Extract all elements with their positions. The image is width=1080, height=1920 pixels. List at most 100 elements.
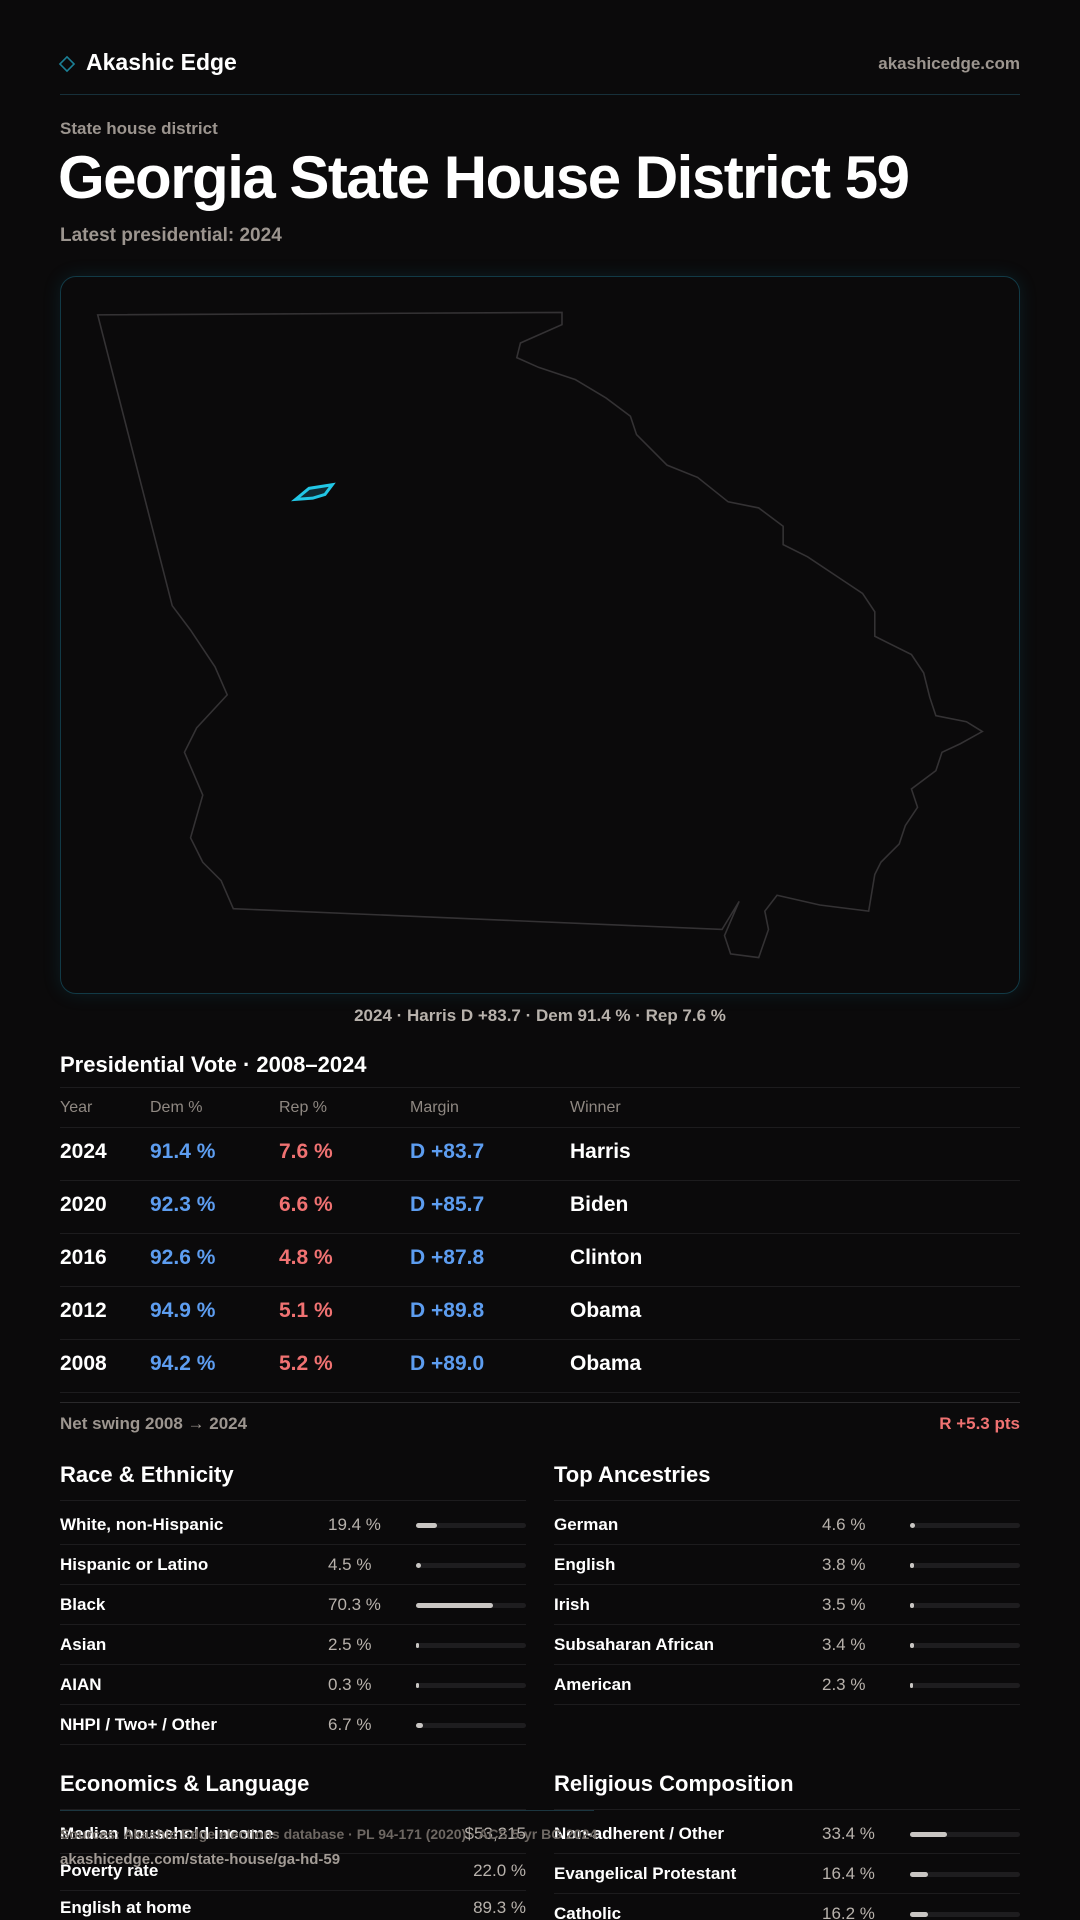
column-header: Dem % — [150, 1099, 203, 1116]
table-cell: 2020 — [60, 1193, 107, 1216]
brand[interactable]: Akashic Edge — [86, 49, 237, 75]
table-cell: D +83.7 — [410, 1140, 485, 1163]
site-link[interactable]: akashicedge.com — [878, 54, 1020, 73]
divider — [60, 1744, 526, 1745]
row-label: Black — [60, 1595, 106, 1614]
brand-icon — [58, 55, 76, 73]
state-outline — [96, 311, 984, 959]
page-title: Georgia State House District 59 — [58, 144, 910, 211]
row-label: Median household income — [60, 1824, 274, 1843]
divider — [554, 1664, 1020, 1665]
table-cell: D +85.7 — [410, 1193, 485, 1216]
divider — [60, 1339, 1020, 1340]
row-value: 4.5 % — [328, 1555, 372, 1574]
table-cell: D +89.8 — [410, 1299, 485, 1322]
divider — [60, 1087, 1020, 1088]
header-rule — [60, 94, 1020, 95]
table-cell: 91.4 % — [150, 1140, 216, 1163]
bar-track — [416, 1563, 526, 1568]
row-value: 33.4 % — [822, 1824, 875, 1843]
row-value: 22.0 % — [473, 1861, 526, 1880]
map-frame — [60, 276, 1020, 994]
bar — [910, 1683, 913, 1688]
swing-value: R +5.3 pts — [939, 1414, 1020, 1433]
column-header: Year — [60, 1099, 93, 1116]
divider — [554, 1893, 1020, 1894]
table-cell: Clinton — [570, 1246, 643, 1269]
table-cell: 2008 — [60, 1352, 107, 1375]
bar-track — [910, 1603, 1020, 1608]
table-cell: 2012 — [60, 1299, 107, 1322]
row-value: 3.5 % — [822, 1595, 866, 1614]
row-label: American — [554, 1675, 632, 1694]
section-title: Top Ancestries — [554, 1462, 711, 1487]
row-label: Catholic — [554, 1904, 622, 1920]
divider — [60, 1704, 526, 1705]
table-cell: Obama — [570, 1299, 642, 1322]
bar — [416, 1603, 494, 1608]
divider — [60, 1233, 1020, 1234]
bar-track — [416, 1603, 526, 1608]
table-cell: 92.6 % — [150, 1246, 216, 1269]
table-cell: 2016 — [60, 1246, 107, 1269]
kicker: State house district — [60, 119, 218, 138]
divider — [554, 1500, 1020, 1501]
row-value: 70.3 % — [328, 1595, 381, 1614]
row-label: English at home — [60, 1898, 192, 1917]
divider — [60, 1809, 526, 1810]
bar — [910, 1832, 947, 1837]
row-label: Non-adherent / Other — [554, 1824, 725, 1843]
bar-track — [416, 1723, 526, 1728]
row-label: Evangelical Protestant — [554, 1864, 737, 1883]
table-title: Presidential Vote · 2008–2024 — [60, 1052, 367, 1077]
divider — [60, 1127, 1020, 1128]
table-cell: 5.1 % — [279, 1299, 333, 1322]
map — [96, 311, 984, 959]
divider — [554, 1853, 1020, 1854]
bar-track — [910, 1563, 1020, 1568]
divider — [60, 1286, 1020, 1287]
bar-track — [416, 1643, 526, 1648]
divider — [60, 1402, 1020, 1403]
section-title: Economics & Language — [60, 1771, 310, 1796]
divider — [60, 1392, 1020, 1393]
divider — [60, 1584, 526, 1585]
table-cell: Biden — [570, 1193, 629, 1216]
bar-track — [416, 1523, 526, 1528]
table-cell: Obama — [570, 1352, 642, 1375]
row-value: 16.2 % — [822, 1904, 875, 1920]
bar — [910, 1872, 929, 1877]
table-cell: 94.2 % — [150, 1352, 216, 1375]
bar-track — [910, 1643, 1020, 1648]
section-title: Race & Ethnicity — [60, 1462, 234, 1487]
bar — [910, 1523, 916, 1528]
subtitle: Latest presidential: 2024 — [60, 225, 282, 246]
bar-track — [910, 1683, 1020, 1688]
row-label: Asian — [60, 1635, 107, 1654]
divider — [554, 1544, 1020, 1545]
table-cell: 2024 — [60, 1140, 107, 1163]
bar — [416, 1523, 438, 1528]
row-label: AIAN — [60, 1675, 102, 1694]
row-label: NHPI / Two+ / Other — [60, 1715, 217, 1734]
column-header: Rep % — [279, 1099, 328, 1116]
column-header: Margin — [410, 1099, 459, 1116]
map-caption: 2024 · Harris D +83.7 · Dem 91.4 % · Rep… — [354, 1006, 726, 1025]
divider — [60, 1664, 526, 1665]
table-cell: 5.2 % — [279, 1352, 333, 1375]
divider — [60, 1544, 526, 1545]
bar-track — [910, 1832, 1020, 1837]
bar — [910, 1563, 915, 1568]
divider — [554, 1584, 1020, 1585]
row-value: 3.4 % — [822, 1635, 866, 1654]
table-cell: Harris — [570, 1140, 631, 1163]
row-label: Subsaharan African — [554, 1635, 714, 1654]
row-value: 89.3 % — [473, 1898, 526, 1917]
table-cell: 92.3 % — [150, 1193, 216, 1216]
bar — [416, 1643, 419, 1648]
bar — [910, 1603, 914, 1608]
row-label: Irish — [554, 1595, 590, 1614]
bar-track — [910, 1872, 1020, 1877]
swing-label: Net swing 2008 → 2024 — [60, 1414, 248, 1433]
